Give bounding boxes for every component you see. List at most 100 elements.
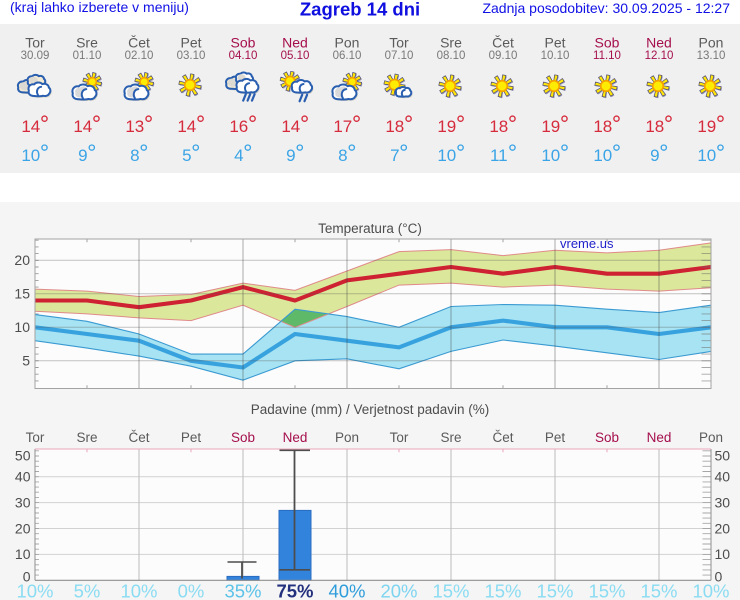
svg-text:7: 7 [390,146,399,165]
svg-text:Temperatura (°C): Temperatura (°C) [318,221,422,236]
svg-text:17: 17 [333,117,352,136]
svg-text:Zagreb 14 dni: Zagreb 14 dni [300,0,420,20]
svg-text:15%: 15% [484,581,521,600]
svg-text:06.10: 06.10 [333,50,362,62]
svg-text:Tor: Tor [390,430,409,445]
svg-text:Sob: Sob [231,430,255,445]
svg-text:Ned: Ned [647,430,672,445]
svg-text:Tor: Tor [26,430,45,445]
svg-text:9: 9 [286,146,295,165]
svg-text:0: 0 [23,569,31,585]
svg-text:20: 20 [14,252,30,268]
svg-text:40: 40 [715,469,731,485]
svg-text:Sob: Sob [595,35,620,51]
svg-text:19: 19 [697,117,716,136]
svg-text:10: 10 [437,146,456,165]
svg-text:20: 20 [715,520,731,536]
svg-text:Pon: Pon [699,430,723,445]
svg-text:Pon: Pon [699,35,724,51]
svg-text:13: 13 [125,117,144,136]
svg-text:Pet: Pet [544,35,565,51]
svg-text:35%: 35% [224,581,261,600]
svg-text:(kraj lahko izberete v meniju): (kraj lahko izberete v meniju) [10,0,189,15]
svg-text:4: 4 [234,146,243,165]
svg-text:Sob: Sob [231,35,256,51]
svg-text:Čet: Čet [128,430,149,445]
svg-text:19: 19 [541,117,560,136]
svg-text:14: 14 [21,117,40,136]
svg-text:03.10: 03.10 [177,50,206,62]
svg-text:Tor: Tor [389,35,409,51]
svg-text:5: 5 [182,146,191,165]
svg-text:09.10: 09.10 [489,50,518,62]
svg-text:02.10: 02.10 [125,50,154,62]
svg-text:Čet: Čet [492,35,514,51]
svg-text:10%: 10% [120,581,157,600]
svg-text:20: 20 [15,520,31,536]
svg-text:13.10: 13.10 [697,50,726,62]
svg-text:30: 30 [715,494,731,510]
svg-text:15%: 15% [588,581,625,600]
svg-text:5%: 5% [74,581,101,600]
svg-text:14: 14 [281,117,300,136]
svg-text:Tor: Tor [25,35,45,51]
svg-text:15%: 15% [536,581,573,600]
svg-text:Pet: Pet [181,430,202,445]
svg-text:Sre: Sre [76,430,97,445]
svg-text:10%: 10% [16,581,53,600]
svg-text:0: 0 [715,569,723,585]
svg-text:30: 30 [15,494,31,510]
svg-text:10: 10 [715,546,731,562]
svg-text:10: 10 [14,319,30,335]
svg-text:07.10: 07.10 [385,50,414,62]
svg-text:10: 10 [15,546,31,562]
svg-text:Sre: Sre [440,35,462,51]
svg-text:vreme.us: vreme.us [560,236,614,251]
svg-text:5: 5 [22,353,30,369]
svg-text:75%: 75% [276,581,313,600]
svg-text:10%: 10% [692,581,729,600]
svg-text:50: 50 [15,447,31,463]
svg-text:8: 8 [338,146,347,165]
svg-text:Čet: Čet [492,430,513,445]
svg-text:50: 50 [715,447,731,463]
svg-text:04.10: 04.10 [229,50,258,62]
svg-text:Pet: Pet [545,430,566,445]
svg-text:14: 14 [177,117,196,136]
svg-text:Ned: Ned [282,35,308,51]
svg-text:40: 40 [15,469,31,485]
svg-text:Zadnja posodobitev: 30.09.2025: Zadnja posodobitev: 30.09.2025 - 12:27 [482,0,730,16]
svg-text:10: 10 [21,146,40,165]
svg-text:01.10: 01.10 [73,50,102,62]
svg-text:11: 11 [490,146,508,165]
svg-text:18: 18 [385,117,404,136]
svg-text:Ned: Ned [646,35,672,51]
svg-text:Sob: Sob [595,430,619,445]
svg-text:8: 8 [130,146,139,165]
svg-text:Sre: Sre [76,35,98,51]
svg-text:Pon: Pon [335,430,359,445]
svg-text:10: 10 [593,146,612,165]
svg-text:Pet: Pet [180,35,201,51]
svg-text:9: 9 [78,146,87,165]
svg-text:15%: 15% [432,581,469,600]
svg-text:08.10: 08.10 [437,50,466,62]
svg-text:30.09: 30.09 [21,50,50,62]
svg-text:11.10: 11.10 [593,50,621,62]
svg-text:10: 10 [697,146,716,165]
svg-text:15: 15 [14,286,30,302]
svg-text:40%: 40% [328,581,365,600]
svg-text:14: 14 [73,117,92,136]
svg-text:19: 19 [437,117,456,136]
svg-text:15%: 15% [640,581,677,600]
svg-text:10: 10 [541,146,560,165]
svg-text:Sre: Sre [440,430,461,445]
svg-text:20%: 20% [380,581,417,600]
svg-text:18: 18 [593,117,612,136]
svg-text:Čet: Čet [128,35,150,51]
svg-text:0%: 0% [178,581,205,600]
svg-text:18: 18 [489,117,508,136]
svg-text:Padavine (mm) / Verjetnost pad: Padavine (mm) / Verjetnost padavin (%) [251,402,490,417]
svg-text:Pon: Pon [335,35,360,51]
svg-text:10.10: 10.10 [541,50,570,62]
